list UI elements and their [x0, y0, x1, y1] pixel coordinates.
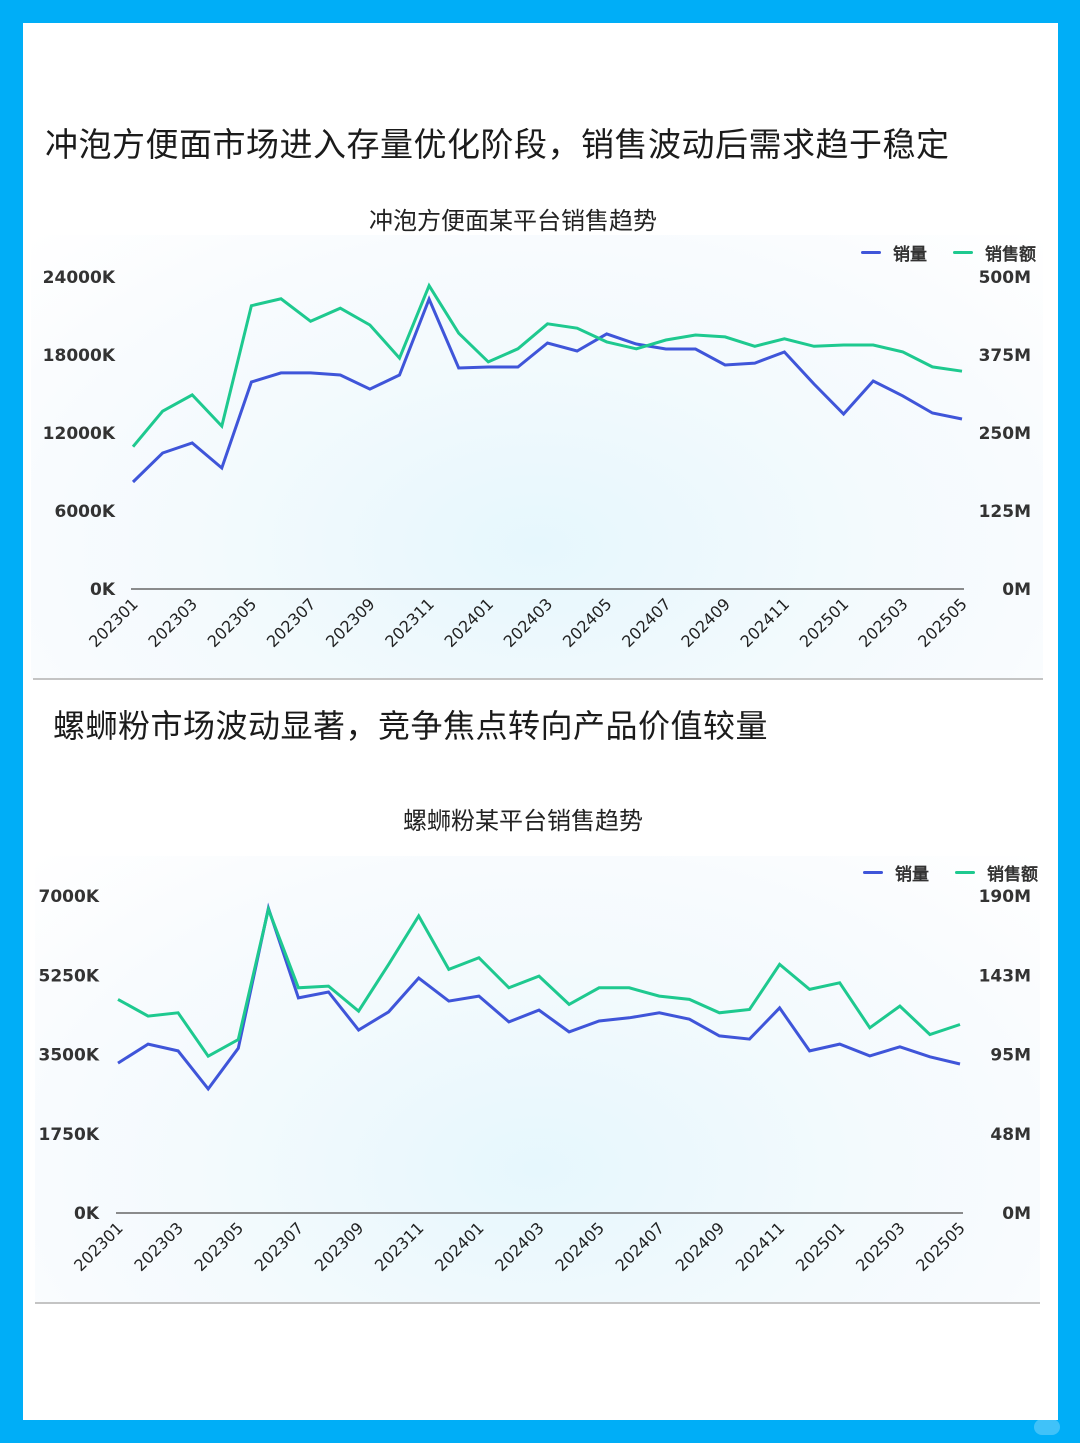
y-right-tick-label: 48M [990, 1125, 1031, 1145]
y-left-tick-label: 1750K [39, 1125, 100, 1145]
series-volume-line[interactable] [131, 295, 963, 484]
chart-2-title: 螺蛳粉某平台销售趋势 [403, 807, 643, 835]
series-volume-line[interactable] [117, 902, 961, 1092]
y-left-tick-label: 18000K [43, 346, 116, 366]
x-tick-label: 202409 [672, 1218, 729, 1275]
y-left-tick-label: 5250K [39, 966, 100, 986]
y-left-tick-label: 0K [90, 580, 116, 600]
x-tick-label: 202401 [431, 1218, 488, 1275]
divider-1 [33, 678, 1043, 680]
x-tick-label: 202403 [491, 1218, 548, 1275]
infographic-card: 冲泡方便面市场进入存量优化阶段，销售波动后需求趋于稳定 冲泡方便面某平台销售趋势… [23, 23, 1058, 1420]
y-left-tick-label: 7000K [39, 887, 100, 907]
legend-item-volume[interactable]: 销量 [861, 240, 927, 265]
legend-item-volume[interactable]: 销量 [863, 860, 929, 885]
section-1-headline: 冲泡方便面市场进入存量优化阶段，销售波动后需求趋于稳定 [45, 125, 950, 164]
series-revenue-line[interactable] [131, 282, 963, 448]
chart-2-legend: 销量 销售额 [845, 860, 1038, 885]
legend-item-revenue[interactable]: 销售额 [955, 860, 1038, 885]
y-right-tick-label: 190M [979, 887, 1031, 907]
y-left-tick-label: 0K [74, 1204, 100, 1224]
chart-1-title: 冲泡方便面某平台销售趋势 [369, 207, 657, 235]
x-tick-label: 202309 [311, 1218, 368, 1275]
x-tick-label: 202305 [190, 1218, 247, 1275]
legend-swatch-revenue-icon [953, 251, 973, 254]
y-right-tick-label: 250M [979, 424, 1031, 444]
x-tick-label: 202501 [792, 1218, 849, 1275]
chart-1-panel [31, 235, 1043, 679]
y-right-tick-label: 375M [979, 346, 1031, 366]
divider-2 [35, 1302, 1040, 1304]
x-tick-label: 202303 [130, 1218, 187, 1275]
y-left-tick-label: 24000K [43, 268, 116, 288]
x-tick-label: 202505 [912, 1218, 969, 1275]
y-right-tick-label: 125M [979, 502, 1031, 522]
y-right-tick-label: 143M [979, 966, 1031, 986]
y-right-tick-label: 500M [979, 268, 1031, 288]
x-tick-label: 202307 [251, 1218, 308, 1275]
x-tick-label: 202311 [371, 1218, 428, 1275]
chart-1-plot: 0K 0M 6000K 125M 12000K 250M 18000K 375M 24000K 5… [43, 268, 1031, 651]
legend-swatch-volume-icon [861, 251, 881, 254]
series-revenue-line[interactable] [117, 904, 961, 1059]
y-left-tick-label: 12000K [43, 424, 116, 444]
x-tick-label: 202503 [852, 1218, 909, 1275]
watermark-logo-icon [1034, 1419, 1060, 1435]
legend-label-revenue: 销售额 [985, 245, 1036, 265]
legend-swatch-revenue-icon [955, 871, 975, 874]
legend-item-revenue[interactable]: 销售额 [953, 240, 1036, 265]
x-tick-label: 202405 [551, 1218, 608, 1275]
y-right-tick-label: 0M [1002, 580, 1031, 600]
legend-label-revenue: 销售额 [987, 865, 1038, 885]
y-left-tick-label: 3500K [39, 1046, 100, 1066]
chart-1-legend: 销量 销售额 [843, 240, 1036, 265]
legend-label-volume: 销量 [895, 865, 929, 885]
y-right-tick-label: 95M [990, 1046, 1031, 1066]
x-tick-label: 202411 [732, 1218, 789, 1275]
chart-2-plot: 0K 0M 1750K 48M 3500K 95M 5250K 143M 7000K 190M 20… [39, 887, 1032, 1275]
y-right-tick-label: 0M [1002, 1204, 1031, 1224]
legend-label-volume: 销量 [893, 245, 927, 265]
x-tick-label: 202407 [611, 1218, 668, 1275]
section-2-headline: 螺蛳粉市场波动显著，竞争焦点转向产品价值较量 [53, 707, 769, 745]
y-left-tick-label: 6000K [55, 502, 116, 522]
legend-swatch-volume-icon [863, 871, 883, 874]
x-tick-label: 202301 [70, 1218, 127, 1275]
